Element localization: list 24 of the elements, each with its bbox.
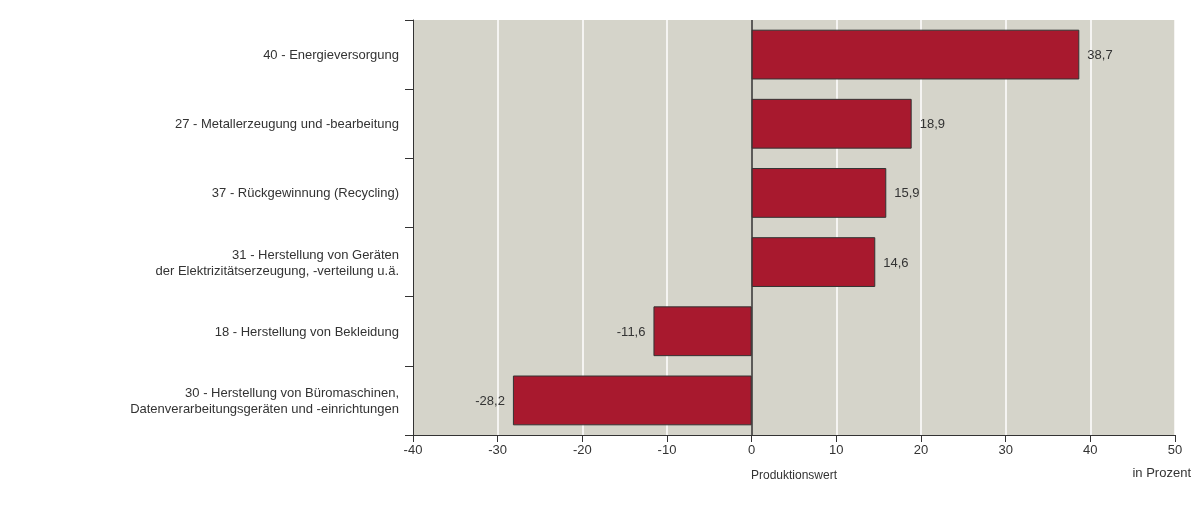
y-tick-label: 31 - Herstellung von Geräten der Elektrizitätserzeugung, -verteilung u.ä. bbox=[155, 246, 399, 278]
x-tick-label: -40 bbox=[403, 442, 423, 457]
text: in Prozent bbox=[1132, 465, 1192, 480]
y-tick-label: 40 - Energieversorgung bbox=[263, 47, 399, 63]
data-label: 15,9 bbox=[894, 185, 920, 201]
data-label: 38,7 bbox=[1087, 47, 1113, 63]
y-tick-label: 18 - Herstellung von Bekleidung bbox=[214, 323, 399, 339]
y-tick-label: 27 - Metallerzeugung und -bearbeitung bbox=[174, 116, 399, 132]
x-tick-label: 0 bbox=[748, 442, 756, 457]
x-tick-label: -20 bbox=[572, 442, 592, 457]
x-tick-label: -10 bbox=[657, 442, 677, 457]
data-label: 18,9 bbox=[919, 116, 945, 132]
x-tick-label: 20 bbox=[913, 442, 929, 457]
x-tick-label: -30 bbox=[488, 442, 508, 457]
x-axis-title: Produktionswert bbox=[750, 468, 838, 482]
x-tick-label: 30 bbox=[998, 442, 1013, 457]
x-tick-label: 10 bbox=[829, 442, 844, 457]
data-label: -28,2 bbox=[475, 392, 505, 408]
y-tick-label: 30 - Herstellung von Büromaschinen, Datenverarbeitungsgeräten und -einrichtungen bbox=[130, 384, 399, 416]
x-tick-label: 40 bbox=[1083, 442, 1098, 457]
data-label: 14,6 bbox=[883, 254, 909, 270]
y-tick-label: 37 - Rückgewinnung (Recycling) bbox=[211, 185, 399, 201]
x-tick-label: 50 bbox=[1167, 442, 1183, 457]
data-label: -11,6 bbox=[616, 323, 646, 339]
